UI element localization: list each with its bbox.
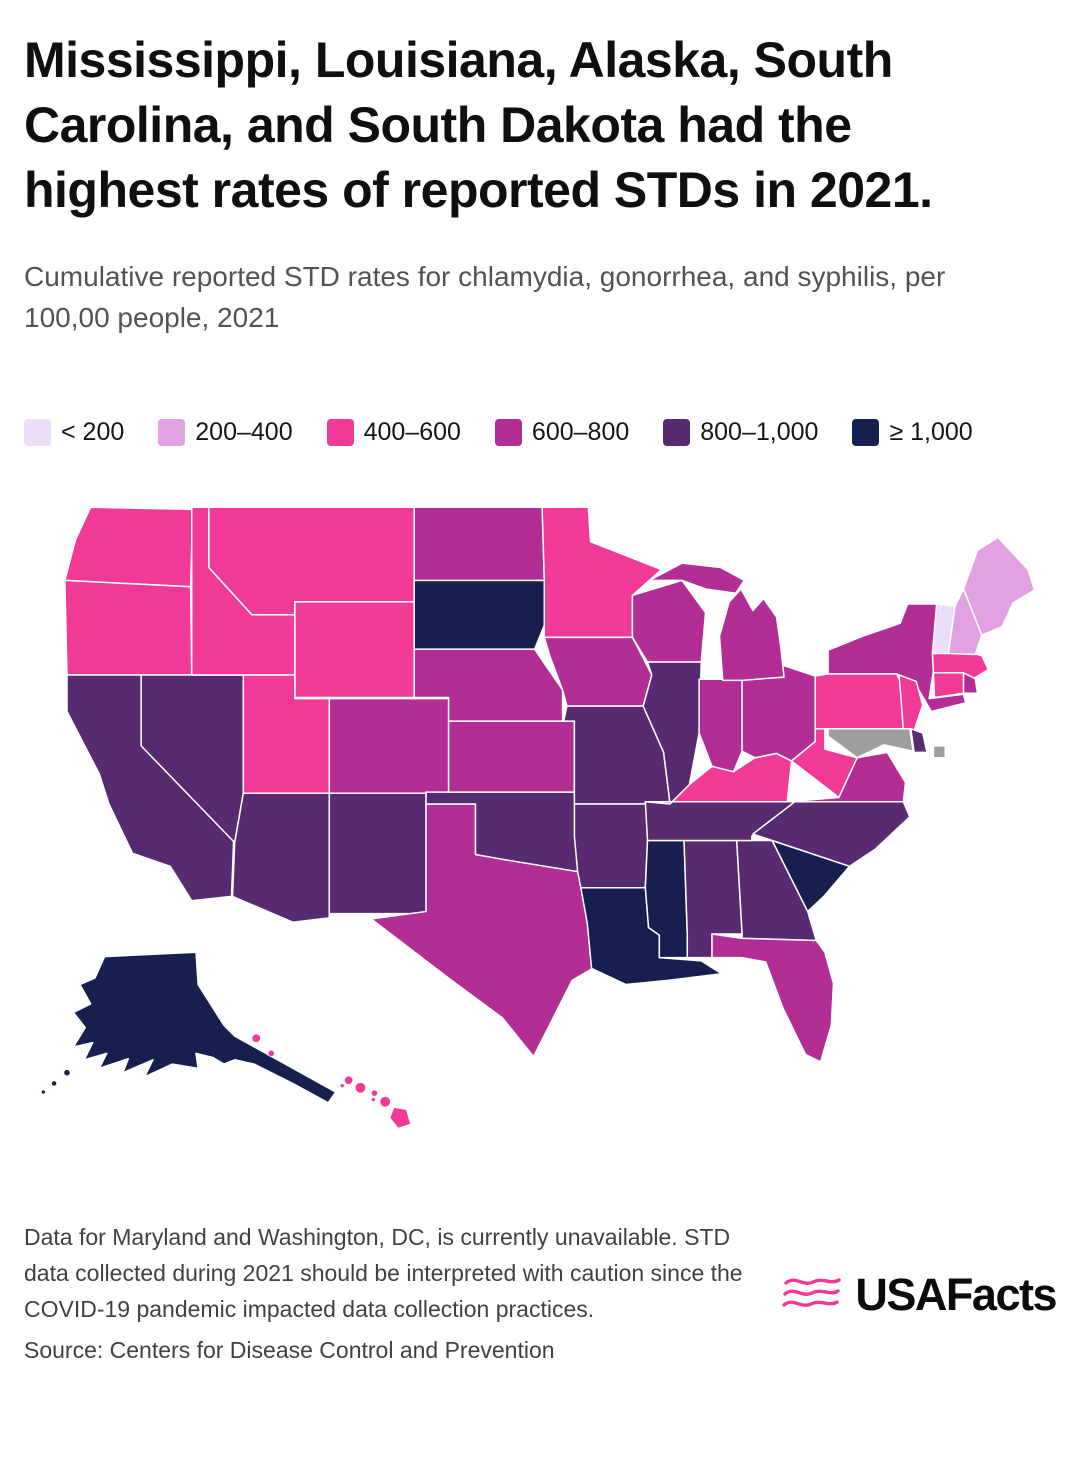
- legend-label: 800–1,000: [700, 418, 819, 447]
- usafacts-flag-icon: [782, 1277, 842, 1307]
- legend-label: < 200: [61, 418, 125, 447]
- usafacts-logo[interactable]: USAFacts: [779, 1268, 1057, 1321]
- state-NC[interactable]: North Carolina — 800–1,000: [752, 801, 911, 868]
- legend-label: 600–800: [531, 418, 630, 447]
- map-container: Washington — 400–600Oregon — 400–600Cali…: [24, 475, 1056, 1150]
- footnote-unavailable: Data for Maryland and Washington, DC, is…: [24, 1224, 743, 1322]
- state-CO[interactable]: Colorado — 600–800: [328, 698, 450, 795]
- state-ME[interactable]: Maine — 200–400: [962, 536, 1036, 637]
- legend-swatch: [326, 419, 354, 447]
- legend-item: ≥ 1,000: [852, 418, 973, 447]
- legend-swatch: [852, 419, 880, 447]
- state-MD[interactable]: Maryland — unavailable: [827, 728, 914, 759]
- source-note: Source: Centers for Disease Control and …: [24, 1337, 555, 1364]
- state-NH[interactable]: New Hampshire — 200–400: [947, 588, 983, 656]
- state-AZ[interactable]: Arizona — 800–1,000: [231, 792, 331, 924]
- legend-label: 400–600: [363, 418, 461, 447]
- legend-swatch: [24, 419, 51, 447]
- state-DE[interactable]: Delaware — 800–1,000: [910, 728, 928, 754]
- state-WY[interactable]: Wyoming — 400–600: [294, 601, 415, 699]
- infographic: Mississippi, Louisiana, Alaska, South Ca…: [24, 32, 1057, 1369]
- footer: Data for Maryland and Washington, DC, is…: [24, 1220, 1057, 1369]
- state-WI[interactable]: Wisconsin — 600–800: [631, 579, 707, 663]
- state-IN[interactable]: Indiana — 600–800: [698, 678, 743, 773]
- state-DC[interactable]: District of Columbia — unavailable: [932, 745, 947, 759]
- state-WA[interactable]: Washington — 400–600: [64, 506, 194, 588]
- state-HI[interactable]: Hawaii — 400–600: [251, 1033, 412, 1130]
- usafacts-wordmark: USAFacts: [855, 1268, 1057, 1320]
- state-MI[interactable]: Michigan — 600–800: [648, 562, 785, 682]
- state-FL[interactable]: Florida — 600–800: [711, 933, 835, 1063]
- legend-label: ≥ 1,000: [889, 418, 973, 447]
- legend-label: 200–400: [195, 418, 293, 447]
- legend-item: 600–800: [494, 418, 630, 447]
- footnotes: Data for Maryland and Washington, DC, is…: [24, 1220, 749, 1369]
- legend-swatch: [158, 419, 186, 447]
- us-choropleth-map: Washington — 400–600Oregon — 400–600Cali…: [40, 506, 1036, 1130]
- legend-swatch: [663, 419, 691, 447]
- state-SD[interactable]: South Dakota — ≥ 1,000: [413, 579, 546, 651]
- legend-item: < 200: [24, 418, 124, 447]
- state-ND[interactable]: North Dakota — 600–800: [413, 506, 546, 582]
- state-WV[interactable]: West Virginia — 400–600: [790, 728, 858, 799]
- state-AK[interactable]: Alaska — ≥ 1,000: [40, 951, 337, 1104]
- state-KS[interactable]: Kansas — 600–800: [447, 720, 576, 794]
- state-OR[interactable]: Oregon — 400–600: [64, 579, 193, 676]
- legend-item: 800–1,000: [663, 418, 818, 447]
- legend-swatch: [494, 419, 522, 447]
- state-PA[interactable]: Pennsylvania — 400–600: [814, 673, 912, 730]
- state-NE[interactable]: Nebraska — 600–800: [413, 648, 564, 723]
- state-CT[interactable]: Connecticut — 400–600: [932, 672, 965, 699]
- state-MT[interactable]: Montana — 400–600: [208, 506, 415, 616]
- legend-item: 200–400: [158, 418, 293, 447]
- chart-subtitle: Cumulative reported STD rates for chlamy…: [24, 261, 946, 333]
- legend: < 200 200–400 400–600 600–800 800–1,000 ≥ 1,0…: [24, 418, 1056, 447]
- chart-title: Mississippi, Louisiana, Alaska, South Ca…: [24, 32, 933, 218]
- legend-item: 400–600: [326, 418, 461, 447]
- state-NM[interactable]: New Mexico — 800–1,000: [328, 792, 427, 915]
- state-KY[interactable]: Kentucky — 400–600: [644, 752, 793, 805]
